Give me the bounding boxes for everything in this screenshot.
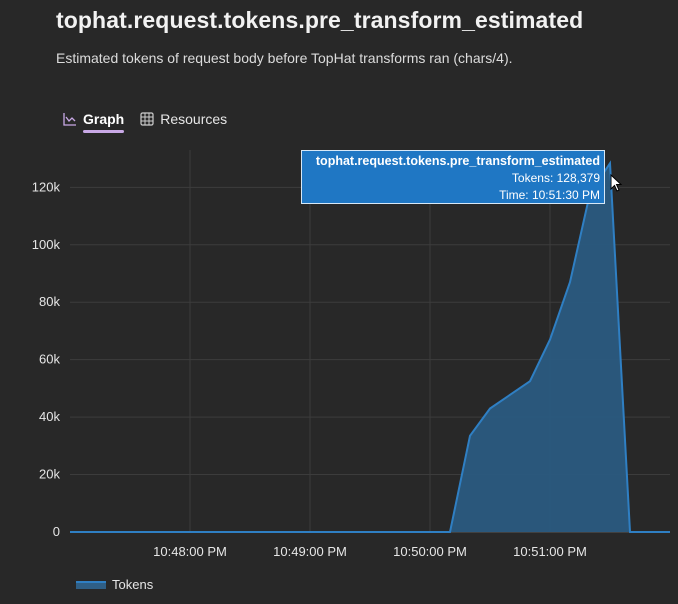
- y-tick-label: 40k: [39, 409, 60, 424]
- grid-icon: [140, 112, 154, 126]
- mouse-cursor-icon: [610, 174, 623, 192]
- tab-graph[interactable]: Graph: [63, 111, 125, 133]
- x-tick-label: 10:50:00 PM: [393, 544, 467, 559]
- legend-swatch: [76, 580, 106, 589]
- y-tick-label: 60k: [39, 352, 60, 367]
- legend-label: Tokens: [112, 577, 154, 592]
- y-tick-label: 20k: [39, 467, 60, 482]
- y-tick-label: 0: [53, 524, 60, 539]
- y-tick-label: 80k: [39, 294, 60, 309]
- tokens-chart[interactable]: 0 20k 40k 60k 80k 100k 120k 10:48:00 PM 10:49:00…: [0, 140, 678, 570]
- page-title: tophat.request.tokens.pre_transform_esti…: [56, 7, 584, 33]
- tooltip-title: tophat.request.tokens.pre_transform_esti…: [315, 154, 600, 168]
- tab-graph-label: Graph: [83, 111, 125, 127]
- graph-icon: [63, 113, 76, 126]
- y-tick-label: 100k: [32, 237, 61, 252]
- series-line: [70, 160, 670, 533]
- series-area: [70, 163, 670, 533]
- tooltip-time: Time: 10:51:30 PM: [499, 188, 600, 202]
- view-tabs: Graph Resources: [63, 111, 227, 133]
- chart-tooltip: tophat.request.tokens.pre_transform_esti…: [301, 150, 605, 204]
- tooltip-value: Tokens: 128,379: [511, 171, 600, 185]
- y-tick-label: 120k: [32, 179, 61, 194]
- tab-resources[interactable]: Resources: [140, 111, 227, 133]
- x-tick-label: 10:49:00 PM: [273, 544, 347, 559]
- x-tick-label: 10:51:00 PM: [513, 544, 587, 559]
- x-tick-label: 10:48:00 PM: [153, 544, 227, 559]
- tab-resources-label: Resources: [160, 111, 228, 127]
- chart-legend[interactable]: Tokens: [76, 577, 153, 592]
- active-tab-indicator: [83, 130, 125, 133]
- page-description: Estimated tokens of request body before …: [56, 50, 513, 66]
